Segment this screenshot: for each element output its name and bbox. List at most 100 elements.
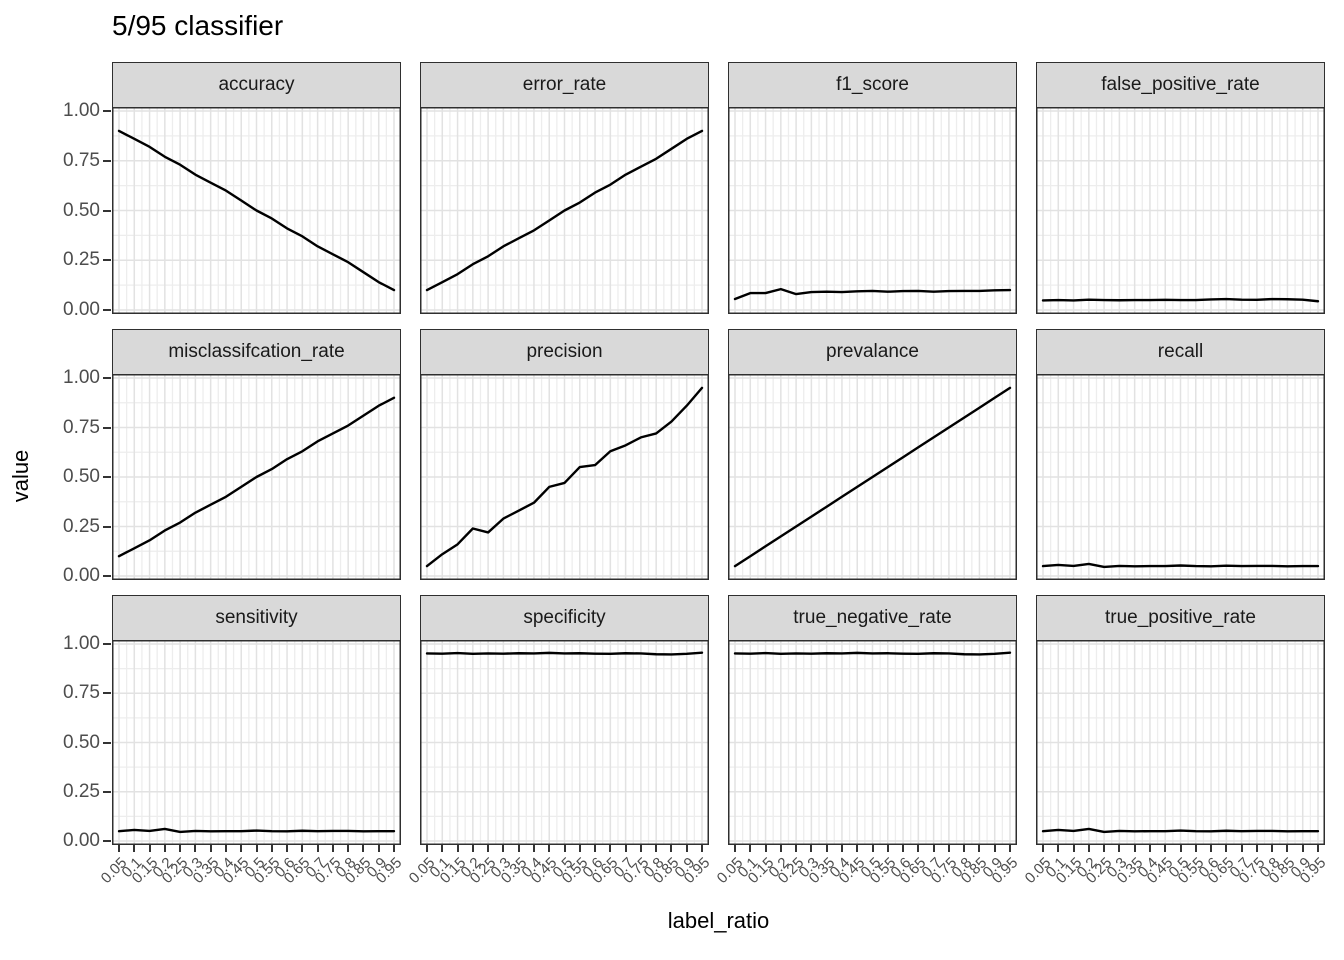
y-tick-label: 0.50 <box>63 199 100 221</box>
series-line-sensitivity <box>117 827 396 834</box>
x-tick <box>871 845 874 852</box>
x-tick <box>670 845 673 852</box>
x-tick <box>1148 845 1151 852</box>
y-tick <box>103 790 111 793</box>
facet-plot-precision <box>420 374 709 580</box>
x-tick <box>194 845 197 852</box>
x-tick <box>286 845 289 852</box>
x-tick <box>795 845 798 852</box>
x-tick <box>1179 845 1182 852</box>
x-tick <box>1118 845 1121 852</box>
x-tick <box>749 845 752 852</box>
x-tick <box>1057 845 1060 852</box>
series-line-specificity <box>425 651 704 656</box>
facet-strip-sensitivity: sensitivity <box>112 595 401 641</box>
x-tick <box>1240 845 1243 852</box>
facet-strip-false_positive_rate: false_positive_rate <box>1036 62 1325 108</box>
y-tick-label: 0.75 <box>63 682 100 704</box>
series-line-false_positive_rate <box>1041 297 1320 303</box>
facet-plot-specificity <box>420 640 709 845</box>
facet-strip-error_rate: error_rate <box>420 62 709 108</box>
series-line-recall <box>1041 562 1320 569</box>
y-tick <box>103 476 111 478</box>
x-axis-title: label_ratio <box>667 908 770 933</box>
facet-strip-accuracy: accuracy <box>112 62 401 108</box>
x-tick <box>1164 845 1167 852</box>
x-tick <box>517 845 520 852</box>
x-tick <box>1009 845 1011 852</box>
x-tick <box>947 845 950 852</box>
x-tick <box>624 845 627 852</box>
x-tick <box>1317 845 1319 852</box>
facet-plot-sensitivity <box>112 640 401 845</box>
series-line-f1_score <box>733 287 1012 301</box>
facet-plot-true_positive_rate <box>1036 640 1325 845</box>
series-line-precision <box>425 386 704 568</box>
y-tick-label: 1.00 <box>63 100 100 121</box>
x-tick <box>1255 845 1258 852</box>
y-tick-label: 0.25 <box>63 515 100 537</box>
facet-strip-recall: recall <box>1036 329 1325 375</box>
x-tick <box>902 845 905 852</box>
x-tick <box>1271 845 1274 852</box>
x-tick <box>1286 845 1289 852</box>
y-tick <box>103 309 111 311</box>
x-tick <box>148 845 151 852</box>
x-tick <box>1072 845 1075 852</box>
y-tick-label: 0.25 <box>63 249 100 271</box>
x-tick <box>316 845 319 852</box>
y-tick <box>103 110 111 112</box>
x-tick <box>224 845 227 852</box>
x-tick <box>734 845 736 852</box>
x-tick <box>886 845 889 852</box>
x-tick <box>347 845 350 852</box>
y-tick <box>103 692 111 695</box>
y-tick <box>103 840 111 842</box>
facet-strip-true_negative_rate: true_negative_rate <box>728 595 1017 641</box>
y-tick <box>103 643 111 645</box>
y-tick-label: 1.00 <box>63 367 100 388</box>
x-tick <box>578 845 581 852</box>
y-tick <box>103 259 111 262</box>
y-tick <box>103 377 111 379</box>
x-tick <box>118 845 120 852</box>
facet-plot-error_rate <box>420 107 709 314</box>
x-tick <box>825 845 828 852</box>
x-tick <box>240 845 243 852</box>
x-tick <box>502 845 505 852</box>
y-tick <box>103 575 111 577</box>
x-tick <box>1087 845 1090 852</box>
x-tick <box>1301 845 1304 852</box>
x-tick <box>548 845 551 852</box>
facet-plot-recall <box>1036 374 1325 580</box>
x-tick <box>1225 845 1228 852</box>
y-tick-label: 0.00 <box>63 299 100 320</box>
facet-strip-f1_score: f1_score <box>728 62 1017 108</box>
x-tick <box>179 845 182 852</box>
x-tick <box>426 845 428 852</box>
y-tick-label: 1.00 <box>63 633 100 654</box>
y-axis-title: value <box>8 449 33 503</box>
y-tick-label: 0.00 <box>63 565 100 586</box>
facet-plot-accuracy <box>112 107 401 314</box>
y-tick-label: 0.50 <box>63 466 100 487</box>
series-line-error_rate <box>425 129 704 292</box>
y-tick-label: 0.00 <box>63 830 100 851</box>
x-tick <box>932 845 935 852</box>
x-tick <box>532 845 535 852</box>
facet-strip-true_positive_rate: true_positive_rate <box>1036 595 1325 641</box>
facet-plot-false_positive_rate <box>1036 107 1325 314</box>
x-tick <box>362 845 365 852</box>
x-tick <box>255 845 258 852</box>
x-tick <box>209 845 212 852</box>
facet-plot-f1_score <box>728 107 1017 314</box>
x-tick <box>764 845 767 852</box>
x-tick <box>856 845 859 852</box>
x-tick <box>163 845 166 852</box>
x-tick <box>456 845 459 852</box>
x-tick <box>609 845 612 852</box>
facet-strip-prevalance: prevalance <box>728 329 1017 375</box>
x-tick <box>1103 845 1106 852</box>
series-line-accuracy <box>117 129 396 292</box>
facet-plot-prevalance <box>728 374 1017 580</box>
